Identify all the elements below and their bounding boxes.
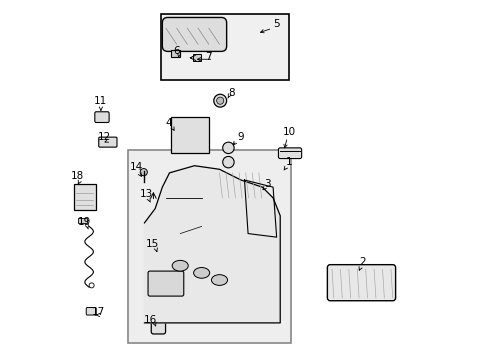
Text: 7: 7 bbox=[205, 52, 212, 62]
FancyBboxPatch shape bbox=[162, 18, 226, 51]
FancyBboxPatch shape bbox=[151, 306, 165, 334]
Text: 11: 11 bbox=[94, 96, 107, 107]
Text: 9: 9 bbox=[237, 132, 244, 142]
Circle shape bbox=[222, 157, 234, 168]
FancyBboxPatch shape bbox=[99, 137, 117, 147]
FancyBboxPatch shape bbox=[278, 148, 301, 158]
FancyBboxPatch shape bbox=[326, 265, 395, 301]
Ellipse shape bbox=[211, 275, 227, 285]
Polygon shape bbox=[144, 166, 280, 323]
Text: 14: 14 bbox=[130, 162, 143, 172]
Bar bbox=[192, 54, 200, 62]
Text: 17: 17 bbox=[91, 307, 104, 317]
Text: 13: 13 bbox=[140, 189, 153, 199]
Circle shape bbox=[222, 142, 234, 154]
Ellipse shape bbox=[172, 260, 188, 271]
Circle shape bbox=[216, 97, 224, 104]
Text: 4: 4 bbox=[165, 118, 172, 128]
FancyBboxPatch shape bbox=[95, 112, 109, 122]
FancyBboxPatch shape bbox=[74, 184, 95, 210]
Text: 10: 10 bbox=[283, 127, 296, 137]
Text: 18: 18 bbox=[71, 171, 84, 181]
Circle shape bbox=[213, 94, 226, 107]
Ellipse shape bbox=[193, 267, 209, 278]
Text: 5: 5 bbox=[273, 18, 280, 28]
Bar bbox=[128, 150, 290, 342]
Text: 12: 12 bbox=[98, 132, 111, 142]
FancyBboxPatch shape bbox=[86, 307, 96, 315]
Text: 16: 16 bbox=[144, 315, 157, 325]
FancyBboxPatch shape bbox=[148, 271, 183, 296]
Bar bbox=[160, 14, 288, 80]
FancyBboxPatch shape bbox=[171, 117, 208, 153]
Circle shape bbox=[140, 168, 147, 176]
Text: 19: 19 bbox=[78, 217, 91, 227]
Text: 3: 3 bbox=[264, 179, 270, 189]
Circle shape bbox=[89, 283, 94, 288]
Bar bbox=[171, 50, 180, 57]
Text: 1: 1 bbox=[285, 157, 291, 167]
Text: 15: 15 bbox=[146, 239, 159, 249]
Text: 8: 8 bbox=[228, 88, 234, 98]
Text: 2: 2 bbox=[358, 257, 365, 267]
Bar bbox=[78, 217, 87, 223]
Text: 6: 6 bbox=[173, 46, 180, 57]
